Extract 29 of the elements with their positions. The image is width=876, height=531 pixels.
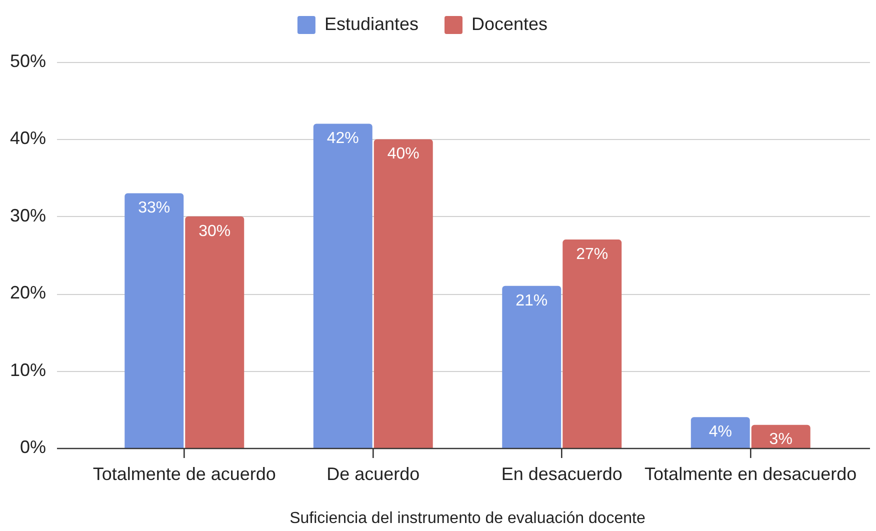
y-tick-label: 10% bbox=[10, 360, 46, 380]
data-label: 3% bbox=[769, 431, 792, 448]
data-label: 42% bbox=[326, 130, 359, 148]
x-tick-label: De acuerdo bbox=[326, 464, 420, 484]
y-tick-label: 50% bbox=[10, 50, 46, 71]
bar bbox=[124, 193, 184, 448]
bar bbox=[313, 124, 372, 448]
x-tick-label: En desacuerdo bbox=[501, 464, 622, 484]
y-tick-label: 40% bbox=[10, 128, 46, 148]
legend-label: Docentes bbox=[472, 14, 548, 34]
bar bbox=[690, 417, 750, 448]
data-label: 21% bbox=[516, 292, 548, 310]
data-label: 4% bbox=[708, 424, 732, 441]
bar bbox=[185, 216, 244, 448]
x-axis-title: Suficiencia del instrumento de evaluación docente bbox=[290, 510, 646, 527]
x-tick-label: Totalmente de acuerdo bbox=[92, 464, 276, 484]
data-label: 27% bbox=[576, 246, 608, 263]
y-tick-label: 20% bbox=[10, 282, 46, 303]
data-label: 40% bbox=[387, 146, 420, 163]
x-tick-label: Totalmente en desacuerdo bbox=[644, 464, 857, 484]
bar bbox=[502, 286, 562, 448]
y-tick-label: 0% bbox=[20, 436, 46, 457]
data-label: 33% bbox=[138, 200, 170, 217]
bar bbox=[374, 139, 433, 448]
y-tick-label: 30% bbox=[10, 205, 46, 226]
bar bbox=[562, 240, 622, 448]
bar bbox=[751, 424, 810, 448]
legend-label: Estudiantes bbox=[324, 14, 419, 34]
data-label: 30% bbox=[198, 222, 231, 240]
